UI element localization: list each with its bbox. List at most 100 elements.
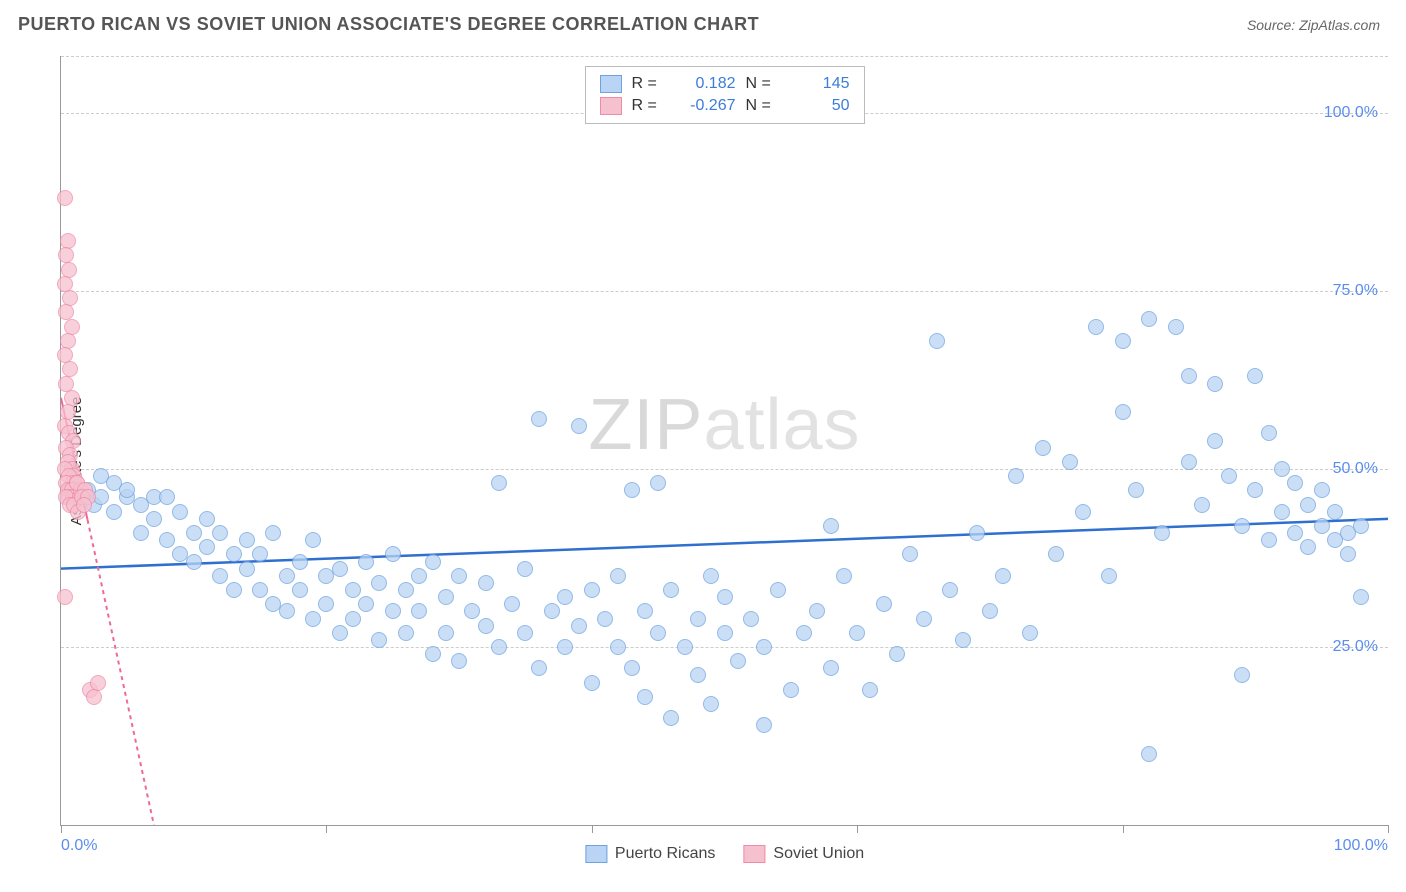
scatter-point [1088,319,1104,335]
scatter-point [531,411,547,427]
scatter-point [133,525,149,541]
scatter-point [451,568,467,584]
legend-item: Puerto Ricans [585,845,716,863]
scatter-point [1353,589,1369,605]
gridline [61,291,1388,292]
scatter-point [57,190,73,206]
watermark-bold: ZIP [588,385,703,465]
scatter-point [332,625,348,641]
scatter-point [876,596,892,612]
scatter-point [438,625,454,641]
scatter-point [1181,368,1197,384]
scatter-point [305,532,321,548]
scatter-point [478,618,494,634]
legend-item: Soviet Union [743,845,864,863]
scatter-point [345,582,361,598]
legend-label: Puerto Ricans [615,845,716,863]
scatter-point [584,582,600,598]
scatter-point [571,418,587,434]
scatter-point [1261,532,1277,548]
scatter-point [849,625,865,641]
scatter-point [318,596,334,612]
x-tick [1123,825,1124,833]
scatter-point [610,639,626,655]
legend-r-value: -0.267 [676,97,736,115]
scatter-point [358,596,374,612]
scatter-point [265,525,281,541]
scatter-point [1062,454,1078,470]
scatter-point [1340,546,1356,562]
scatter-point [690,667,706,683]
scatter-point [783,682,799,698]
scatter-point [1247,482,1263,498]
scatter-point [1327,504,1343,520]
scatter-point [557,639,573,655]
watermark: ZIPatlas [588,384,860,466]
scatter-point [1287,525,1303,541]
scatter-point [756,639,772,655]
scatter-point [239,532,255,548]
x-tick [857,825,858,833]
scatter-point [1300,497,1316,513]
scatter-point [703,696,719,712]
source-name: ZipAtlas.com [1299,17,1380,33]
scatter-point [862,682,878,698]
scatter-point [57,589,73,605]
x-tick-label: 0.0% [61,837,97,855]
scatter-point [624,660,640,676]
scatter-point [1287,475,1303,491]
scatter-point [1314,518,1330,534]
scatter-point [823,518,839,534]
scatter-point [624,482,640,498]
gridline [61,56,1388,57]
legend-r-label: R = [632,97,666,115]
scatter-point [1048,546,1064,562]
scatter-point [186,554,202,570]
legend-label: Soviet Union [773,845,864,863]
scatter-point [1207,433,1223,449]
scatter-point [717,589,733,605]
scatter-point [1274,504,1290,520]
scatter-point [425,646,441,662]
scatter-point [650,475,666,491]
chart-container: Associate's Degree ZIPatlas R =0.182N =1… [18,48,1388,874]
scatter-point [531,660,547,676]
y-tick-label: 100.0% [1324,104,1378,122]
legend-n-value: 50 [790,97,850,115]
scatter-point [982,603,998,619]
scatter-point [597,611,613,627]
scatter-point [743,611,759,627]
scatter-point [86,689,102,705]
scatter-point [916,611,932,627]
watermark-light: atlas [703,385,860,465]
scatter-point [663,710,679,726]
legend-swatch [743,845,765,863]
y-tick-label: 50.0% [1333,460,1378,478]
legend-r-value: 0.182 [676,75,736,93]
gridline [61,647,1388,648]
source-credit: Source: ZipAtlas.com [1247,17,1380,33]
scatter-point [717,625,733,641]
scatter-point [1101,568,1117,584]
scatter-point [650,625,666,641]
scatter-point [186,525,202,541]
legend-swatch [600,97,622,115]
scatter-point [557,589,573,605]
legend-n-label: N = [746,75,780,93]
scatter-point [703,568,719,584]
scatter-point [1035,440,1051,456]
scatter-point [942,582,958,598]
y-tick-label: 25.0% [1333,638,1378,656]
legend-n-value: 145 [790,75,850,93]
scatter-point [809,603,825,619]
scatter-point [1115,404,1131,420]
scatter-point [398,625,414,641]
scatter-point [955,632,971,648]
scatter-point [1141,746,1157,762]
scatter-point [1075,504,1091,520]
trend-lines [61,56,1388,825]
scatter-point [358,554,374,570]
scatter-point [425,554,441,570]
scatter-point [1247,368,1263,384]
scatter-point [146,511,162,527]
